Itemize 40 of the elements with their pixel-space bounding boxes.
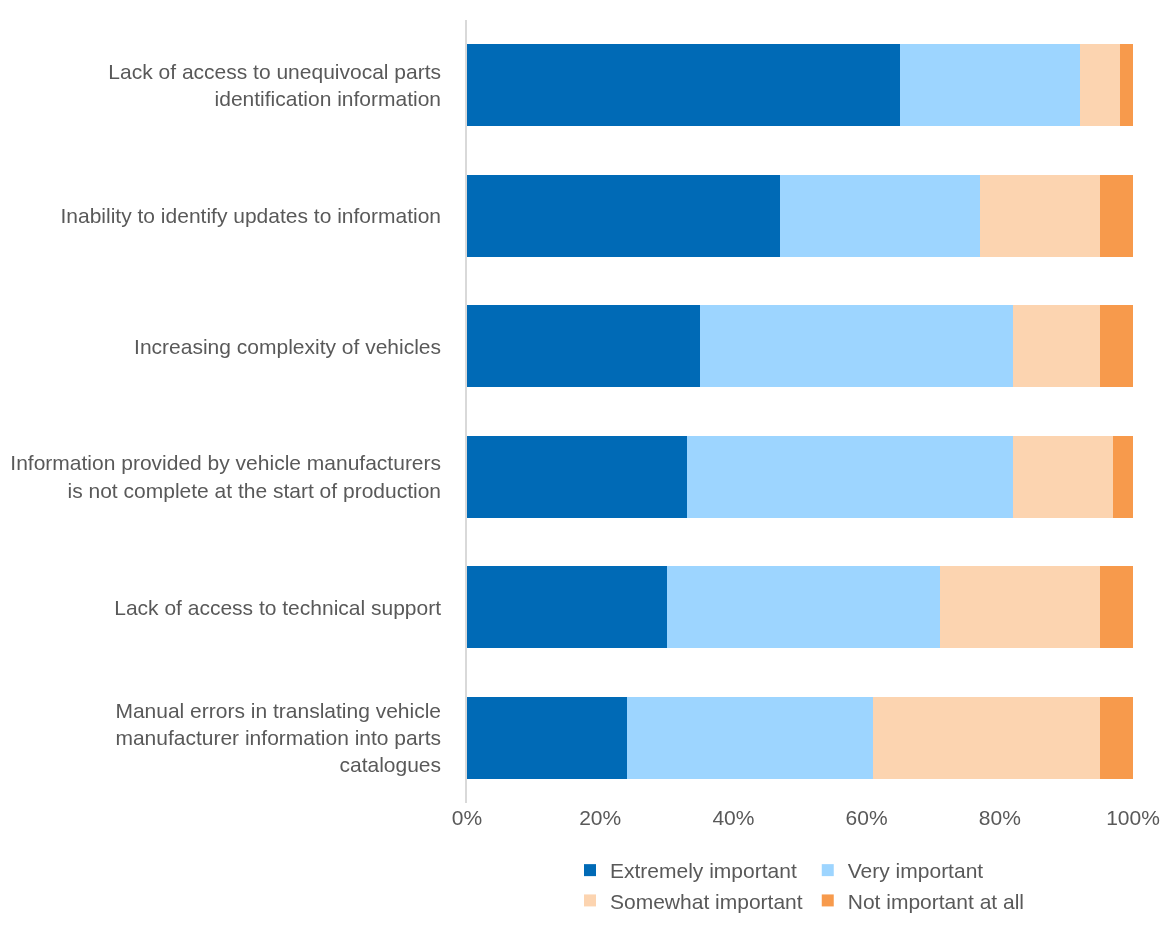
y-tick-label: Increasing complexity of vehicles <box>134 334 442 358</box>
bar <box>666 566 940 649</box>
bar <box>626 696 874 779</box>
bar <box>1099 174 1133 257</box>
y-tick-label: Manual errors in translating vehicle manufacturer information into parts catalogues <box>115 698 442 777</box>
y-tick-label: Lack of access to unequivocal parts identification information <box>108 59 442 111</box>
legend-label: Not important at all <box>847 889 1024 913</box>
legend-label: Extremely important <box>610 859 797 883</box>
y-tick-label: Information provided by vehicle manufacturers is not complete at the start of production <box>10 451 442 502</box>
y-tick-label: Lack of access to technical support <box>114 595 442 619</box>
bar <box>939 566 1100 649</box>
bar <box>1113 435 1133 518</box>
bar <box>700 305 1014 388</box>
bar <box>780 174 980 257</box>
bar <box>467 435 687 518</box>
bar <box>1099 696 1133 779</box>
bar <box>1119 44 1133 127</box>
bar <box>467 696 627 779</box>
legend-label: Very important <box>847 859 984 883</box>
x-tick-label: 60% <box>845 806 888 829</box>
bar <box>467 305 701 388</box>
bar <box>873 696 1100 779</box>
bar <box>899 44 1080 127</box>
x-tick-label: 80% <box>978 806 1021 829</box>
y-tick-label: Inability to identify updates to information <box>60 204 442 228</box>
bar <box>979 174 1100 257</box>
x-tick-label: 20% <box>579 806 622 829</box>
x-tick-label: 40% <box>712 806 755 829</box>
bar <box>467 566 667 649</box>
bar <box>467 174 781 257</box>
legend-label: Somewhat important <box>610 889 803 913</box>
bar <box>1079 44 1120 127</box>
bar <box>686 435 1014 518</box>
bar <box>1099 566 1133 649</box>
bar <box>1099 305 1133 388</box>
bar <box>467 44 900 127</box>
x-tick-label: 100% <box>1106 806 1160 829</box>
bar <box>1013 435 1114 518</box>
bar <box>1013 305 1100 388</box>
x-tick-label: 0% <box>451 806 483 829</box>
